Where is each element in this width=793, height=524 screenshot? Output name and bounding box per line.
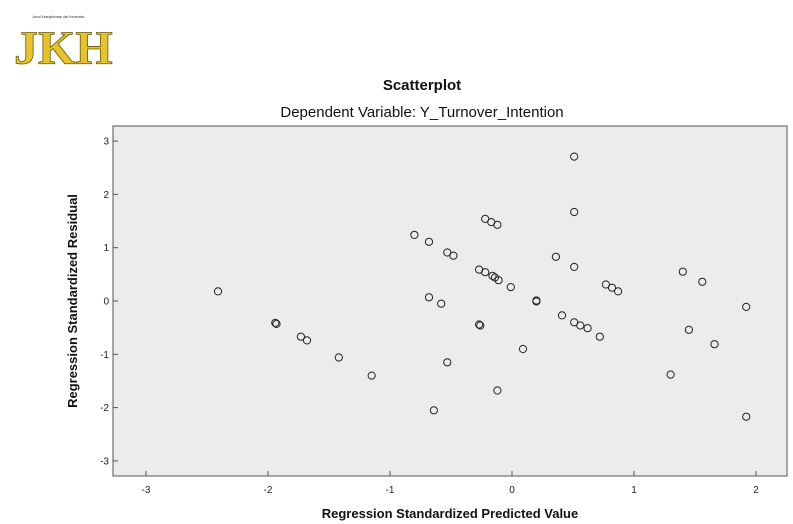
y-tick-label: -1 (100, 350, 109, 361)
data-point (367, 371, 376, 380)
data-point (272, 319, 281, 328)
chart-subtitle: Dependent Variable: Y_Turnover_Intention (280, 104, 563, 121)
data-point (698, 277, 707, 286)
y-tick-label: 2 (103, 190, 109, 201)
data-point (595, 332, 604, 341)
y-tick-label: 0 (103, 297, 109, 308)
data-point (296, 332, 305, 341)
data-point (583, 324, 592, 333)
data-points (213, 152, 751, 421)
data-point (443, 358, 452, 367)
plot-area (112, 125, 788, 477)
data-point (678, 267, 687, 276)
data-point (213, 287, 223, 296)
data-point (424, 293, 434, 302)
x-axis-label: Regression Standardized Predicted Value (322, 506, 578, 521)
data-point (684, 325, 694, 334)
data-point (570, 262, 579, 271)
logo-tagline: Jurnal Kesejahteraan dan Kesehatan (32, 15, 85, 19)
data-point (570, 207, 579, 217)
data-point (742, 302, 751, 311)
data-point (570, 152, 579, 161)
data-point (494, 276, 503, 285)
data-point (271, 318, 280, 327)
data-point (424, 237, 434, 246)
x-tick-label: -3 (142, 485, 151, 496)
y-axis-label: Regression Standardized Residual (65, 194, 80, 408)
data-point (302, 336, 312, 345)
data-point (488, 271, 497, 280)
x-axis-ticks: -3 -2 -1 0 1 2 (142, 471, 759, 496)
data-point (334, 353, 343, 362)
data-point (476, 321, 485, 330)
logo-text: JKH (14, 22, 113, 75)
data-point (710, 340, 719, 349)
data-point (551, 252, 561, 261)
data-point (429, 406, 438, 415)
data-point (576, 321, 585, 330)
data-point (607, 283, 617, 292)
y-tick-label: -3 (100, 456, 109, 467)
x-tick-label: 2 (753, 485, 759, 496)
data-point (532, 297, 541, 306)
data-point (493, 386, 502, 395)
data-point (518, 344, 528, 354)
x-tick-label: 1 (631, 485, 637, 496)
data-point (437, 299, 446, 308)
y-axis-ticks: 3 2 1 0 -1 -2 -3 (100, 137, 118, 467)
y-tick-label: 1 (103, 243, 109, 254)
x-tick-label: -1 (386, 485, 395, 496)
journal-logo: Jurnal Kesejahteraan dan Kesehatan JKH (10, 4, 120, 80)
data-point (410, 230, 419, 239)
data-point (481, 268, 490, 277)
data-point (506, 283, 515, 292)
data-point (449, 251, 458, 260)
y-tick-label: -2 (100, 403, 109, 414)
data-point (614, 287, 623, 296)
chart-title: Scatterplot (383, 77, 461, 94)
data-point (475, 320, 484, 329)
x-tick-label: -2 (264, 485, 273, 496)
x-tick-label: 0 (509, 485, 515, 496)
data-point (493, 220, 502, 229)
data-point (666, 370, 675, 379)
data-point (557, 311, 567, 320)
y-tick-label: 3 (103, 137, 109, 148)
data-point (742, 412, 751, 421)
